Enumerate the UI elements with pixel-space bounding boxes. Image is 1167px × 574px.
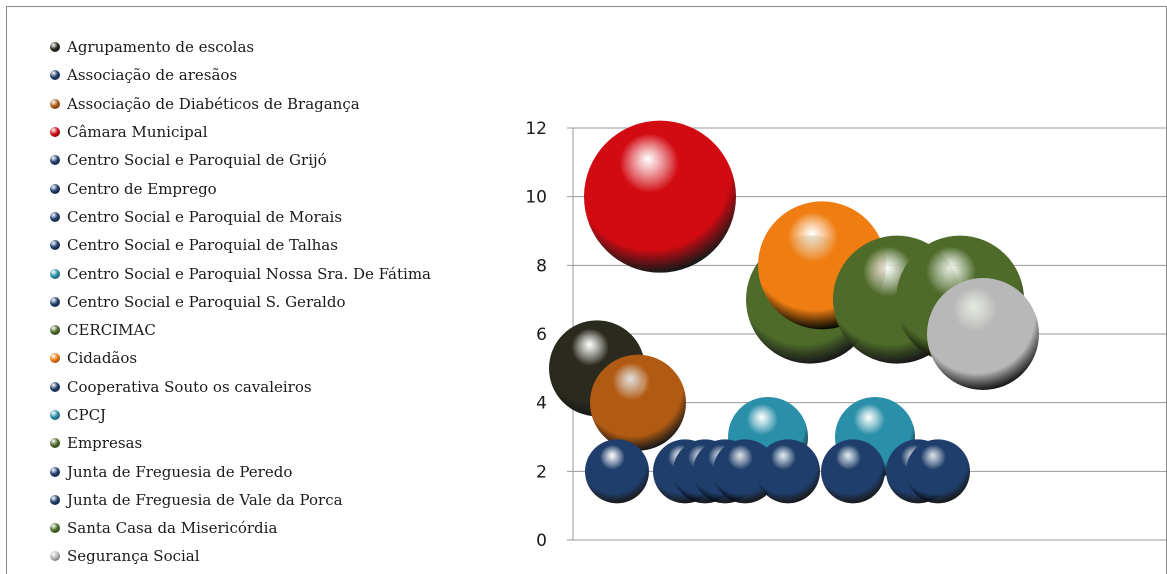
legend-item: Centro Social e Paroquial Nossa Sra. De … xyxy=(50,259,431,287)
legend-item: Santa Casa da Misericórdia xyxy=(50,514,431,542)
y-tick-label: 12 xyxy=(525,119,547,139)
legend-swatch xyxy=(50,127,60,138)
legend-swatch xyxy=(50,240,60,251)
legend-item: Junta de Freguesia de Peredo xyxy=(50,457,431,485)
legend-swatch xyxy=(50,381,60,392)
legend-label: Associação de Diabéticos de Bragança xyxy=(67,94,360,113)
legend-item: CERCIMAC xyxy=(50,316,431,344)
bubble xyxy=(756,439,820,504)
bubble xyxy=(590,354,686,451)
legend-label: Cidadãos xyxy=(67,349,138,368)
legend-swatch xyxy=(50,410,60,420)
legend-label: Agrupamento de escolas xyxy=(67,38,255,57)
y-axis: 0 2 4 6 8 10 12 xyxy=(525,119,574,551)
legend-item: Junta de Freguesia de Vale da Porca xyxy=(50,486,431,514)
legend-label: Junta de Freguesia de Vale da Porca xyxy=(67,490,343,509)
legend-swatch xyxy=(50,551,60,562)
legend-swatch xyxy=(50,494,60,505)
legend-item: CPCJ xyxy=(50,401,431,429)
legend-swatch xyxy=(50,98,60,109)
legend: Agrupamento de escolas Associação de ares… xyxy=(50,33,431,571)
legend-item: Centro Social e Paroquial de Grijó xyxy=(50,146,431,174)
legend-item: Associação de aresãos xyxy=(50,61,431,89)
bubble xyxy=(584,120,736,273)
legend-label: Câmara Municipal xyxy=(67,123,208,142)
y-tick-label: 6 xyxy=(536,325,547,345)
legend-swatch xyxy=(50,183,60,194)
bubble xyxy=(821,439,885,504)
legend-label: Centro Social e Paroquial de Morais xyxy=(67,207,343,226)
legend-swatch xyxy=(50,523,60,534)
legend-item: Agrupamento de escolas xyxy=(50,33,431,61)
legend-label: CPCJ xyxy=(67,406,107,424)
legend-item: Empresas xyxy=(50,429,431,457)
y-tick-label: 2 xyxy=(536,462,547,482)
legend-swatch xyxy=(50,155,60,166)
legend-swatch xyxy=(50,42,60,53)
legend-label: Santa Casa da Misericórdia xyxy=(67,519,278,538)
legend-swatch xyxy=(50,438,60,449)
y-tick-label: 4 xyxy=(536,394,547,414)
y-tick-label: 10 xyxy=(525,188,547,208)
legend-swatch xyxy=(50,466,60,477)
legend-label: CERCIMAC xyxy=(67,321,156,340)
legend-label: Centro Social e Paroquial S. Geraldo xyxy=(67,292,346,311)
legend-swatch xyxy=(50,268,60,279)
legend-swatch xyxy=(50,211,60,222)
legend-label: Segurança Social xyxy=(67,547,200,566)
legend-item: Cooperativa Souto os cavaleiros xyxy=(50,373,431,401)
legend-item: Segurança Social xyxy=(50,542,431,570)
legend-item: Centro Social e Paroquial S. Geraldo xyxy=(50,288,431,316)
legend-label: Centro Social e Paroquial de Grijó xyxy=(67,151,327,170)
legend-label: Cooperativa Souto os cavaleiros xyxy=(67,377,312,396)
bubble xyxy=(585,439,649,504)
legend-label: Centro Social e Paroquial de Talhas xyxy=(67,236,338,255)
legend-swatch xyxy=(50,325,60,336)
legend-item: Centro Social e Paroquial de Morais xyxy=(50,203,431,231)
y-tick-label: 0 xyxy=(536,531,547,551)
y-tick-label: 8 xyxy=(536,256,547,276)
legend-item: Câmara Municipal xyxy=(50,118,431,146)
legend-item: Cidadãos xyxy=(50,344,431,372)
legend-swatch xyxy=(50,296,60,307)
legend-label: Centro de Emprego xyxy=(67,179,217,198)
bubble xyxy=(906,439,970,504)
legend-label: Empresas xyxy=(67,434,143,453)
legend-label: Associação de aresãos xyxy=(67,66,238,85)
legend-item: Centro de Emprego xyxy=(50,174,431,202)
legend-swatch xyxy=(50,353,60,364)
legend-swatch xyxy=(50,70,60,81)
legend-label: Junta de Freguesia de Peredo xyxy=(67,462,293,481)
bubble xyxy=(927,278,1039,390)
legend-label: Centro Social e Paroquial Nossa Sra. De … xyxy=(67,264,431,283)
bubbles xyxy=(549,120,1039,504)
legend-item: Centro Social e Paroquial de Talhas xyxy=(50,231,431,259)
legend-item: Associação de Diabéticos de Bragança xyxy=(50,90,431,118)
